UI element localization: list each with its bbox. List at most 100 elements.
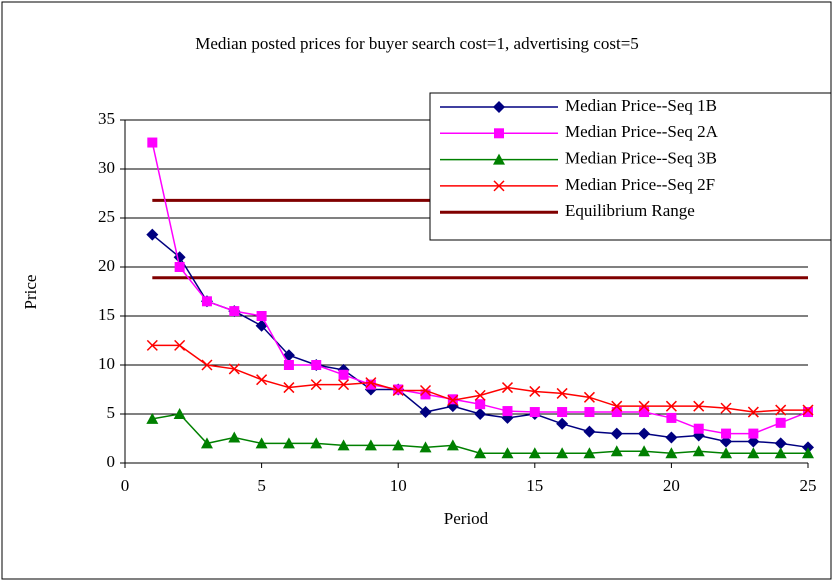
legend-marker	[494, 128, 504, 139]
marker	[200, 437, 213, 449]
marker	[146, 339, 158, 351]
marker	[228, 431, 241, 443]
marker	[474, 408, 487, 420]
marker	[283, 360, 294, 370]
marker	[666, 412, 677, 423]
x-tick-label: 20	[663, 476, 680, 495]
marker	[310, 437, 323, 449]
marker	[337, 439, 350, 451]
marker	[446, 439, 459, 451]
marker	[392, 384, 404, 397]
marker	[474, 447, 487, 459]
legend-label: Median Price--Seq 2F	[565, 175, 715, 194]
marker	[310, 379, 322, 391]
marker	[557, 407, 568, 418]
x-tick-label: 10	[390, 476, 407, 495]
marker	[419, 441, 432, 453]
y-tick-label: 25	[98, 207, 115, 226]
legend-label: Median Price--Seq 3B	[565, 149, 717, 168]
marker	[282, 437, 295, 449]
marker	[665, 447, 678, 459]
marker	[174, 262, 185, 272]
legend: Median Price--Seq 1B Median Price--Seq 2A…	[429, 92, 832, 241]
legend-marker	[493, 180, 505, 192]
marker	[774, 447, 787, 459]
marker	[583, 425, 596, 438]
marker	[803, 407, 813, 418]
marker	[501, 382, 514, 394]
marker	[529, 385, 541, 397]
marker	[256, 374, 268, 386]
marker	[748, 428, 759, 439]
marker	[147, 137, 158, 148]
x-tick-label: 0	[121, 476, 130, 495]
x-tick-label: 15	[526, 476, 543, 495]
legend-label: Equilibrium Range	[565, 201, 695, 220]
marker	[556, 387, 568, 399]
y-tick-label: 5	[107, 403, 116, 422]
x-axis-label: Period	[444, 509, 489, 528]
legend-label: Median Price--Seq 1B	[565, 96, 717, 115]
marker	[639, 407, 650, 418]
marker	[365, 379, 376, 390]
marker	[255, 437, 268, 449]
marker	[201, 359, 213, 371]
y-axis-label: Price	[21, 275, 40, 310]
marker	[774, 437, 787, 450]
y-tick-label: 0	[107, 452, 116, 471]
marker	[775, 404, 787, 416]
y-tick-label: 30	[98, 158, 115, 177]
marker	[775, 417, 786, 428]
marker	[556, 417, 569, 430]
chart-title: Median posted prices for buyer search co…	[195, 34, 639, 53]
marker	[665, 431, 678, 444]
marker	[802, 404, 814, 416]
marker	[529, 407, 540, 418]
marker	[447, 394, 459, 406]
marker	[174, 339, 186, 351]
marker	[229, 306, 240, 317]
marker	[419, 384, 432, 397]
marker	[802, 447, 814, 459]
marker	[256, 311, 267, 321]
marker	[501, 447, 514, 459]
marker	[364, 439, 377, 451]
marker	[474, 389, 486, 401]
marker	[475, 399, 486, 410]
marker	[747, 406, 759, 418]
marker	[283, 382, 295, 394]
legend-box	[429, 92, 832, 241]
marker	[693, 423, 704, 434]
marker	[665, 400, 677, 412]
x-tick-label: 25	[800, 476, 817, 495]
marker	[747, 447, 760, 459]
legend-marker	[493, 153, 505, 165]
marker	[528, 447, 541, 459]
marker	[392, 439, 405, 451]
marker	[146, 228, 159, 241]
marker	[556, 447, 569, 459]
x-tick-label: 5	[257, 476, 266, 495]
marker	[610, 427, 623, 440]
marker	[173, 251, 186, 264]
marker	[610, 445, 623, 457]
marker	[419, 406, 432, 419]
marker	[338, 369, 349, 380]
marker	[146, 412, 159, 424]
y-tick-label: 35	[98, 109, 115, 128]
marker	[502, 406, 513, 417]
y-tick-label: 10	[98, 354, 115, 373]
marker	[338, 379, 350, 391]
marker	[693, 400, 705, 412]
marker	[721, 428, 732, 439]
legend-label: Median Price--Seq 2A	[565, 122, 719, 141]
marker	[611, 400, 623, 412]
marker	[638, 427, 651, 440]
marker	[201, 296, 212, 307]
marker	[420, 389, 431, 400]
marker	[638, 400, 650, 412]
marker	[583, 391, 595, 403]
marker	[311, 360, 322, 370]
marker	[173, 408, 186, 419]
